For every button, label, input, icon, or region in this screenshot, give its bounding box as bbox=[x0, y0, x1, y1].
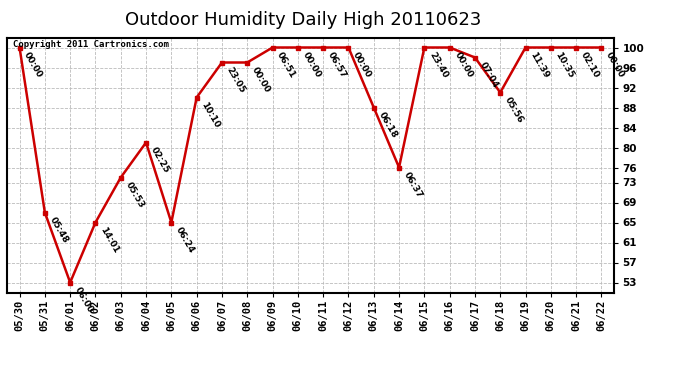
Text: 23:40: 23:40 bbox=[427, 50, 449, 80]
Text: 06:37: 06:37 bbox=[402, 170, 424, 200]
Text: 23:05: 23:05 bbox=[225, 65, 247, 94]
Text: 05:56: 05:56 bbox=[503, 95, 525, 124]
Text: 00:00: 00:00 bbox=[351, 50, 373, 79]
Text: 00:00: 00:00 bbox=[22, 50, 44, 79]
Text: 06:24: 06:24 bbox=[174, 225, 196, 255]
Text: 06:00: 06:00 bbox=[73, 285, 95, 314]
Text: Outdoor Humidity Daily High 20110623: Outdoor Humidity Daily High 20110623 bbox=[126, 11, 482, 29]
Text: 02:10: 02:10 bbox=[579, 50, 601, 80]
Text: 00:00: 00:00 bbox=[604, 50, 626, 79]
Text: 06:57: 06:57 bbox=[326, 50, 348, 80]
Text: 05:48: 05:48 bbox=[48, 215, 70, 244]
Text: 07:04: 07:04 bbox=[477, 60, 500, 90]
Text: 02:25: 02:25 bbox=[149, 145, 171, 174]
Text: 00:00: 00:00 bbox=[250, 65, 272, 94]
Text: 06:18: 06:18 bbox=[377, 110, 399, 140]
Text: 05:53: 05:53 bbox=[124, 180, 146, 210]
Text: 06:51: 06:51 bbox=[275, 50, 297, 80]
Text: 11:39: 11:39 bbox=[529, 50, 551, 80]
Text: 10:35: 10:35 bbox=[553, 50, 575, 80]
Text: 10:10: 10:10 bbox=[199, 100, 221, 129]
Text: 14:01: 14:01 bbox=[98, 225, 120, 255]
Text: 00:00: 00:00 bbox=[301, 50, 322, 79]
Text: Copyright 2011 Cartronics.com: Copyright 2011 Cartronics.com bbox=[13, 40, 169, 49]
Text: 00:00: 00:00 bbox=[453, 50, 474, 79]
